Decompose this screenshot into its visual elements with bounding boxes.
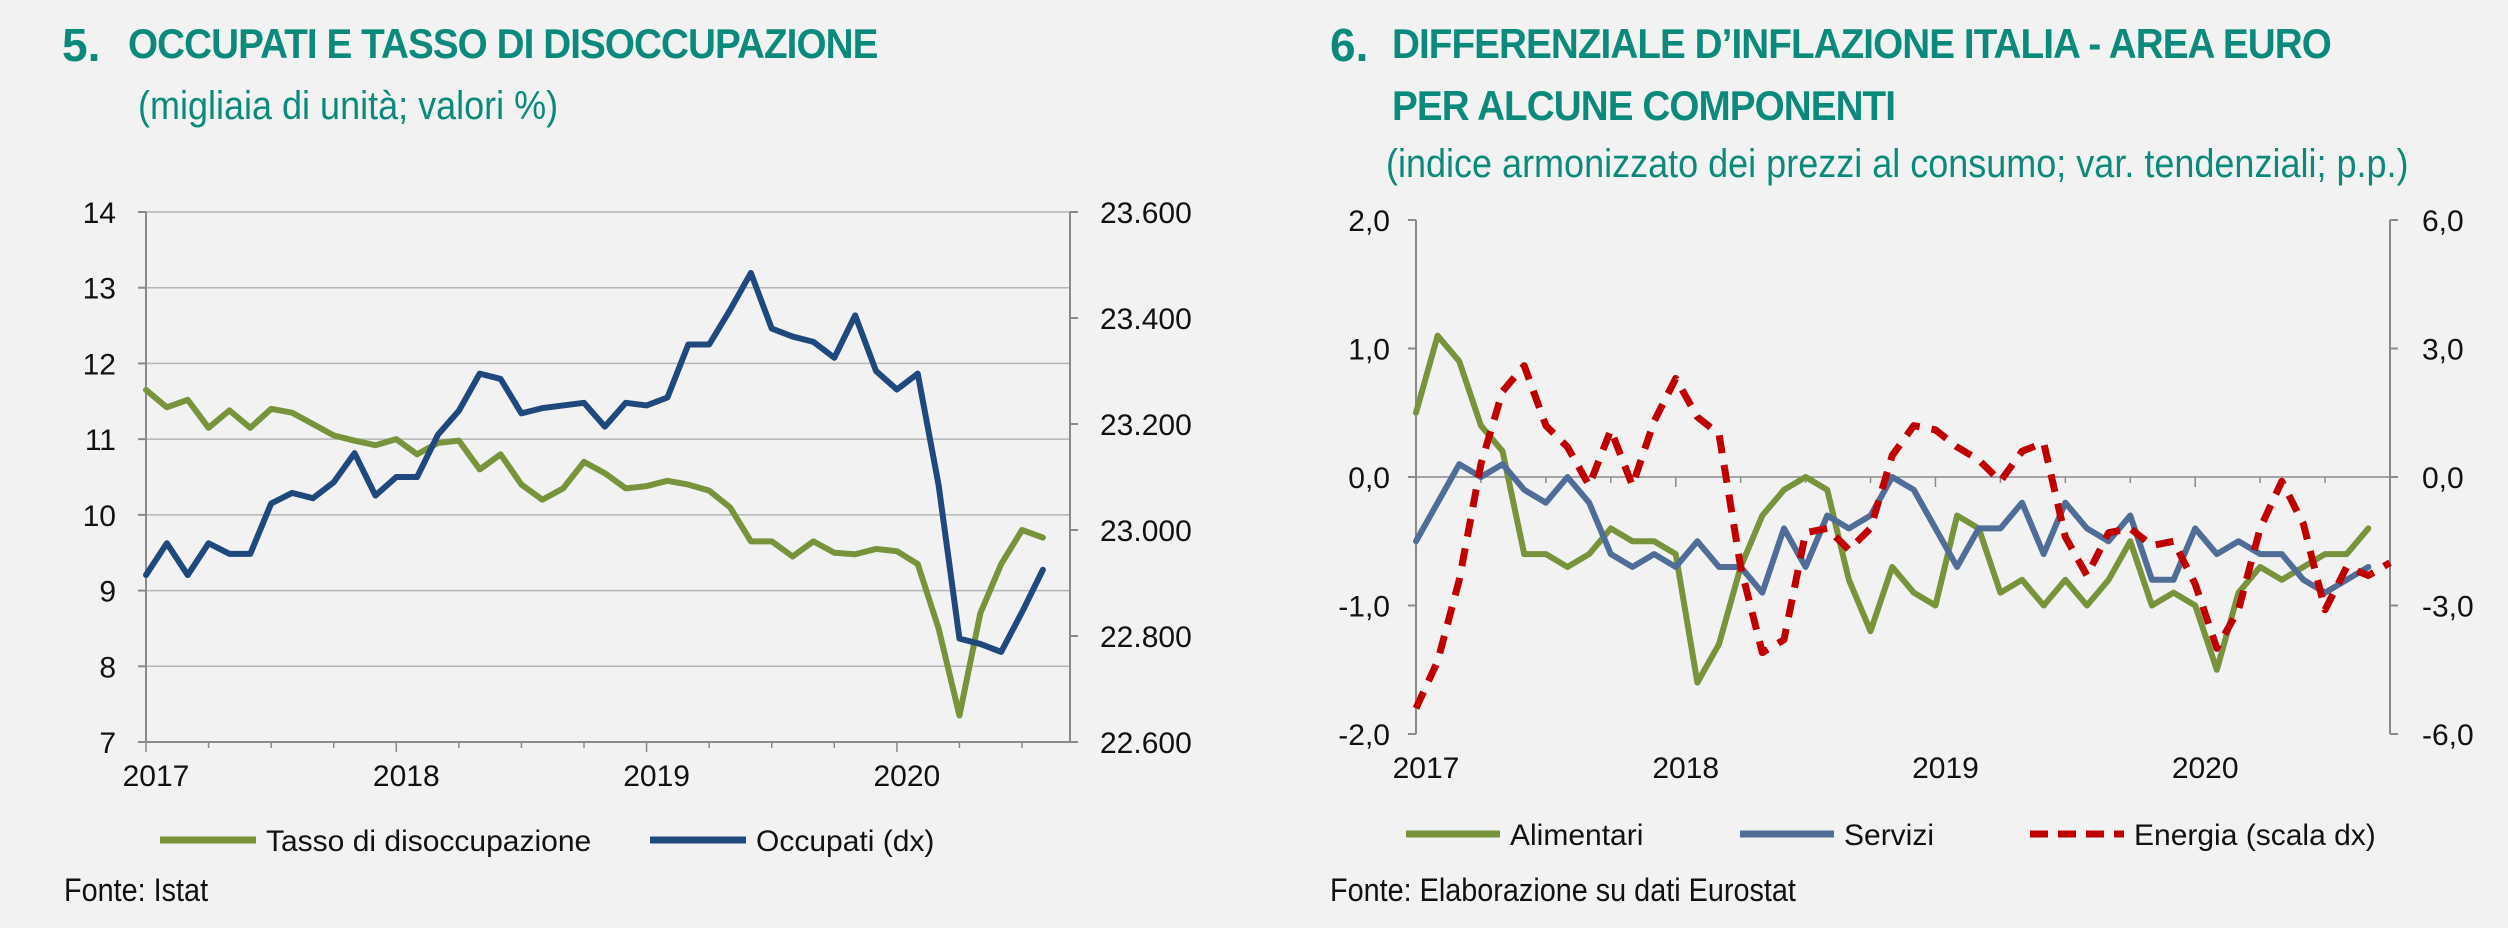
right-axis-tick-label: 22.800 — [1100, 621, 1192, 654]
left-axis-tick-label: -1,0 — [1338, 591, 1390, 624]
left-axis-tick-label: 8 — [99, 651, 116, 684]
x-axis-tick-label: 2018 — [1652, 752, 1719, 785]
series-line-1 — [143, 269, 1046, 655]
legend-label: Tasso di disoccupazione — [266, 825, 591, 858]
unemployment-employment-chart: 14 13 12 11 10 9 8 7 23.600 23.400 23.200 23.000 22.… — [83, 197, 1192, 858]
right-axis-tick-label: 23.600 — [1100, 197, 1192, 230]
figure-6: 6. DIFFERENZIALE D’INFLAZIONE ITALIA - A… — [1254, 0, 2508, 928]
x-axis-tick-label: 2019 — [623, 760, 690, 793]
x-axis-tick-label: 2017 — [123, 760, 190, 793]
right-axis-tick-label: 0,0 — [2422, 462, 2464, 495]
left-axis-tick-label: 13 — [83, 273, 116, 306]
chart-title: OCCUPATI E TASSO DI DISOCCUPAZIONE — [128, 20, 878, 67]
x-axis-tick-label: 2020 — [874, 760, 941, 793]
left-axis-tick-label: 2,0 — [1348, 205, 1390, 238]
x-axis-tick-label: 2019 — [1912, 752, 1979, 785]
right-axis-tick-label: 6,0 — [2422, 205, 2464, 238]
chart-source: Fonte: Istat — [64, 872, 209, 908]
series-line-1 — [1413, 461, 2372, 596]
chart-subtitle: (indice armonizzato dei prezzi al consum… — [1386, 142, 2409, 186]
legend-label: Alimentari — [1510, 819, 1643, 852]
inflation-differential-chart: 2,0 1,0 0,0 -1,0 -2,0 6,0 3,0 0,0 -3,0 -6,0 2017 20… — [1338, 205, 2474, 852]
x-axis-tick-label: 2018 — [373, 760, 440, 793]
right-axis-tick-label: 3,0 — [2422, 334, 2464, 367]
legend-label: Servizi — [1844, 819, 1934, 852]
right-axis-tick-label: 23.000 — [1100, 515, 1192, 548]
chart-title-line1: DIFFERENZIALE D’INFLAZIONE ITALIA - AREA… — [1392, 20, 2332, 67]
chart-source: Fonte: Elaborazione su dati Eurostat — [1330, 872, 1796, 908]
right-axis-tick-label: -6,0 — [2422, 719, 2474, 752]
series-line-0 — [1413, 332, 2372, 686]
figure-5: 5. OCCUPATI E TASSO DI DISOCCUPAZIONE (m… — [62, 19, 1192, 908]
chart-title-line2: PER ALCUNE COMPONENTI — [1392, 82, 1896, 129]
left-axis-tick-label: 14 — [83, 197, 116, 230]
left-axis-tick-label: 10 — [83, 500, 116, 533]
right-axis-tick-label: 23.400 — [1100, 303, 1192, 336]
right-axis-tick-label: 23.200 — [1100, 409, 1192, 442]
figure-number: 6. — [1330, 19, 1369, 71]
left-axis-tick-label: 0,0 — [1348, 462, 1390, 495]
left-axis-tick-label: 7 — [99, 727, 116, 760]
legend-label: Occupati (dx) — [756, 825, 934, 858]
x-axis-tick-label: 2017 — [1393, 752, 1460, 785]
right-axis-tick-label: 22.600 — [1100, 727, 1192, 760]
left-axis-tick-label: 1,0 — [1348, 334, 1390, 367]
left-axis-tick-label: 9 — [99, 576, 116, 609]
left-axis-tick-label: 11 — [85, 424, 116, 457]
left-axis-tick-label: 12 — [83, 348, 116, 381]
left-axis-tick-label: -2,0 — [1338, 719, 1390, 752]
right-axis-tick-label: -3,0 — [2422, 591, 2474, 624]
chart-subtitle: (migliaia di unità; valori %) — [138, 84, 559, 128]
series-line-2 — [1412, 362, 2392, 710]
x-axis-tick-label: 2020 — [2172, 752, 2239, 785]
figure-number: 5. — [62, 19, 101, 71]
series-line-0 — [143, 386, 1046, 719]
legend-label: Energia (scala dx) — [2134, 819, 2376, 852]
